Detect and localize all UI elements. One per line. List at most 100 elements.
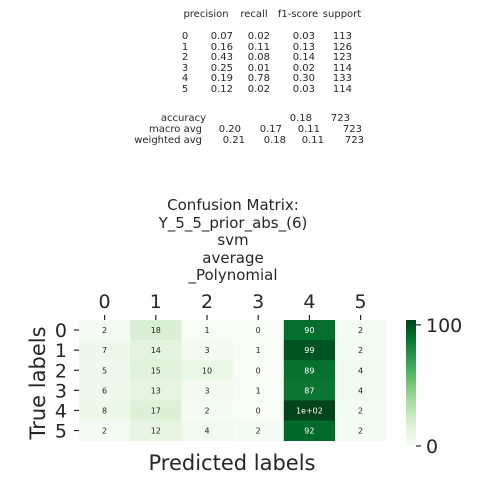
report-f1: 0.03 — [292, 84, 315, 95]
heatmap-cell — [335, 320, 387, 341]
cell-label: 18 — [151, 326, 161, 335]
cell-label: 15 — [151, 366, 161, 375]
report-support: 113 — [332, 31, 352, 42]
heatmap-cell — [181, 360, 233, 381]
heatmap-cell — [283, 360, 336, 381]
report-row-label: 3 — [181, 62, 189, 74]
cell-label: 90 — [304, 326, 314, 335]
report-weighted-f1: 0.11 — [301, 135, 324, 146]
cell-label: 4 — [358, 386, 363, 395]
heatmap-cell — [283, 340, 336, 361]
cell-label: 2 — [358, 406, 363, 415]
report-row-label: 2 — [181, 52, 189, 64]
report-support: 123 — [332, 52, 352, 64]
cell-label: 0 — [256, 326, 261, 335]
chart-title-line: Confusion Matrix: — [167, 196, 299, 214]
cell-label: 1 — [256, 386, 261, 395]
report-macro-label: macro avg — [149, 124, 202, 135]
cell-label: 5 — [102, 366, 107, 375]
cell-label: 12 — [151, 427, 161, 436]
cell-label: 7 — [102, 346, 107, 355]
report-recall: 0.02 — [247, 84, 270, 95]
heatmap-cell — [181, 420, 233, 441]
heatmap-cell — [232, 400, 285, 421]
report-support: 126 — [332, 41, 352, 53]
report-weighted-support: 723 — [344, 135, 364, 146]
x-tick-label: 0 — [99, 291, 111, 313]
report-precision: 0.12 — [210, 84, 233, 95]
chart-title: Confusion Matrix: Y_5_5_prior_abs_(6) svm a… — [80, 196, 386, 285]
heatmap-cell — [130, 420, 182, 441]
y-tick-label: 5 — [55, 421, 67, 443]
y-axis-label: True labels — [26, 326, 50, 440]
report-row-label: 1 — [181, 41, 189, 53]
heatmap-cell — [130, 360, 182, 381]
report-row-label: 4 — [181, 73, 189, 85]
cell-label: 2 — [358, 326, 363, 335]
cell-label: 8 — [102, 406, 107, 415]
cell-label: 13 — [151, 386, 161, 395]
report-macro-f1: 0.11 — [297, 124, 320, 135]
cell-label: 6 — [102, 386, 107, 395]
report-weighted-precision: 0.21 — [222, 135, 245, 146]
colorbar-tick-label: 0 — [426, 436, 438, 458]
colorbar-ticks: 0 100 — [416, 315, 462, 458]
report-macro-recall: 0.17 — [259, 124, 282, 135]
x-tick-label: 2 — [201, 291, 213, 313]
heatmap-cell — [283, 420, 336, 441]
report-f1: 0.03 — [292, 31, 315, 42]
heatmap-cell — [283, 320, 336, 341]
cell-label: 0 — [256, 366, 261, 375]
heatmap-cell — [79, 340, 131, 361]
cell-label: 2 — [204, 406, 209, 415]
heatmap-cell — [283, 380, 336, 401]
report-header: precision — [183, 9, 229, 20]
cell-label: 4 — [204, 427, 209, 436]
x-tick-label: 3 — [252, 291, 264, 313]
heatmap-cell — [232, 320, 285, 341]
report-f1: 0.14 — [292, 52, 315, 64]
y-tick-label: 2 — [55, 360, 67, 382]
cell-label: 0 — [256, 406, 261, 415]
heatmap-cells — [79, 320, 387, 441]
heatmap-cell — [79, 360, 131, 381]
heatmap-cell — [232, 420, 285, 441]
report-accuracy-label: accuracy — [160, 113, 206, 124]
heatmap-cell — [181, 400, 233, 421]
report-row-label: 5 — [181, 84, 189, 95]
cell-label: 1 — [204, 326, 209, 335]
heatmap-cell — [232, 360, 285, 381]
x-tick-label: 1 — [150, 291, 162, 313]
heatmap-cell — [130, 340, 182, 361]
report-precision: 0.19 — [210, 73, 233, 85]
cell-label: 99 — [304, 346, 314, 355]
x-tick-labels: 0 1 2 3 4 5 — [99, 291, 367, 320]
cell-label: 2 — [358, 427, 363, 436]
chart-title-line: Y_5_5_prior_abs_(6) — [158, 213, 308, 232]
cell-label: 2 — [102, 326, 107, 335]
report-header: support — [322, 9, 362, 20]
report-f1: 0.02 — [292, 62, 315, 74]
heatmap-cell — [232, 380, 285, 401]
report-f1: 0.13 — [292, 41, 315, 53]
cell-label: 3 — [204, 386, 209, 395]
cell-label: 2 — [256, 427, 261, 436]
x-tick-label: 5 — [355, 291, 367, 313]
y-tick-label: 4 — [55, 400, 67, 422]
heatmap-cell — [335, 400, 387, 421]
report-precision: 0.25 — [210, 62, 233, 74]
heatmap-cell — [335, 340, 387, 361]
heatmap-cell — [335, 380, 387, 401]
heatmap-cell — [232, 340, 285, 361]
x-axis-label: Predicted labels — [149, 451, 316, 475]
report-precision: 0.16 — [210, 41, 233, 53]
report-macro-precision: 0.20 — [218, 124, 241, 135]
cell-label: 89 — [304, 366, 314, 375]
classification-report: precision recall f1-score support 0 0.07 0.02 0… — [0, 0, 500, 160]
cell-label: 92 — [304, 427, 314, 436]
heatmap-cell — [79, 380, 131, 401]
heatmap-cell-labels: 2 18 1 0 90 27 14 3 1 99 25 15 10 0 89 46 13 3 1 87 48 17 2 0 1e… — [102, 326, 363, 436]
chart-title-line: svm — [217, 231, 249, 250]
report-recall: 0.01 — [247, 62, 270, 74]
heatmap-cell — [181, 340, 233, 361]
